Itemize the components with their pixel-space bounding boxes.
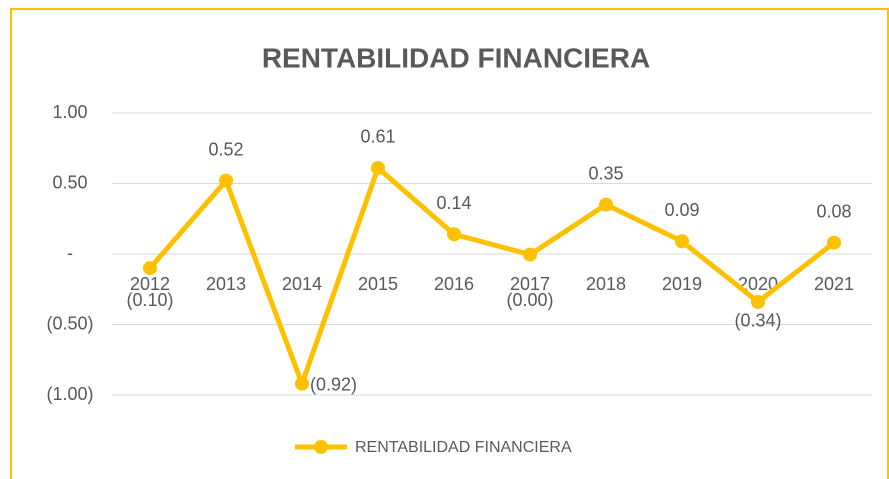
legend-label: RENTABILIDAD FINANCIERA [355, 439, 572, 456]
y-tick-label: (0.50) [46, 313, 93, 333]
x-tick-label: 2012 [130, 274, 170, 294]
data-point [447, 227, 461, 242]
chart-border [10, 8, 889, 479]
data-label: 0.35 [588, 163, 623, 183]
data-point [675, 234, 689, 249]
y-tick-label: 0.50 [52, 172, 87, 192]
x-tick-label: 2017 [510, 274, 550, 294]
x-tick-label: 2015 [358, 274, 398, 294]
data-point [751, 294, 765, 309]
data-point [295, 376, 309, 391]
y-tick-label: - [67, 243, 73, 263]
data-point [599, 197, 613, 212]
data-label: (0.92) [310, 374, 357, 394]
legend-marker [314, 440, 328, 454]
data-point [219, 173, 233, 188]
x-tick-label: 2019 [662, 274, 702, 294]
x-tick-label: 2018 [586, 274, 626, 294]
data-label: 0.52 [208, 139, 243, 159]
series-line [148, 165, 836, 387]
chart-title: RENTABILIDAD FINANCIERA [262, 42, 650, 73]
data-point [827, 235, 841, 250]
data-label: 0.09 [664, 200, 699, 220]
data-label: 0.14 [436, 193, 471, 213]
data-label: (0.34) [734, 311, 781, 331]
data-label: (0.00) [506, 290, 553, 310]
x-tick-label: 2021 [814, 274, 854, 294]
data-point [143, 261, 157, 276]
x-tick-label: 2014 [282, 274, 322, 294]
x-tick-label: 2016 [434, 274, 474, 294]
data-label: 0.08 [816, 201, 851, 221]
data-point [371, 160, 385, 175]
data-label: 0.61 [360, 127, 395, 147]
y-tick-label: (1.00) [46, 384, 93, 404]
data-label: (0.10) [126, 290, 173, 310]
data-point [523, 247, 537, 262]
x-tick-label: 2020 [738, 274, 778, 294]
x-tick-label: 2013 [206, 274, 246, 294]
y-tick-label: 1.00 [52, 102, 87, 122]
